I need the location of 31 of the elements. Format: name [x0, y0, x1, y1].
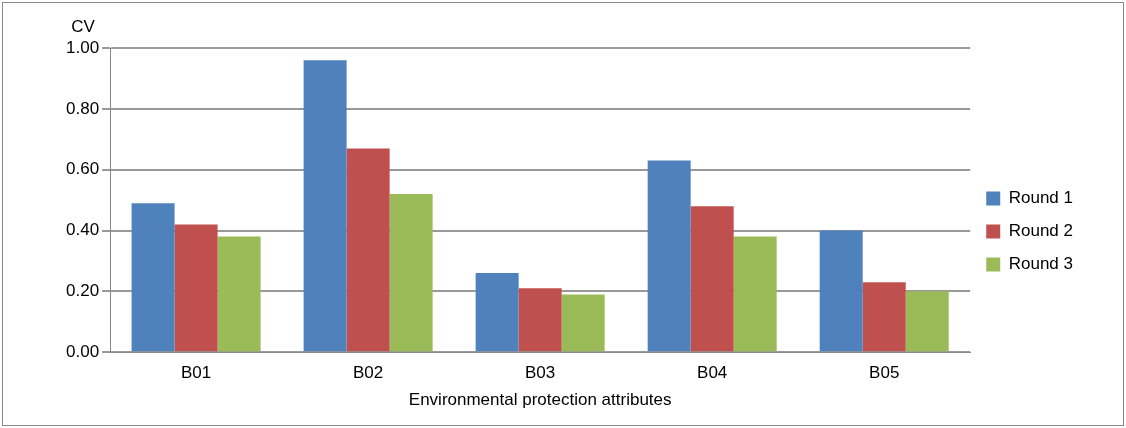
bar [518, 288, 562, 352]
y-tick-label: 0.40 [65, 220, 100, 240]
x-tick-label: B03 [525, 363, 556, 383]
y-tick-label: 0.80 [65, 98, 100, 118]
bar [389, 194, 433, 352]
bar [174, 224, 218, 352]
x-tick-label: B05 [869, 363, 900, 383]
bar [475, 273, 519, 352]
y-tick-label: 0.00 [65, 341, 100, 361]
legend-label: Round 3 [1008, 254, 1074, 274]
legend-label: Round 2 [1008, 221, 1074, 241]
y-tick-label: 0.60 [65, 159, 100, 179]
y-axis-title: CV [71, 17, 96, 37]
x-tick-label: B02 [353, 363, 384, 383]
bar [733, 236, 777, 352]
bar [217, 236, 261, 352]
y-tick-label: 1.00 [65, 37, 100, 57]
bar [647, 160, 691, 352]
bar [819, 230, 863, 352]
bar [303, 60, 347, 352]
bar [346, 148, 390, 352]
y-tick-label: 0.20 [65, 281, 100, 301]
x-tick-label: B04 [697, 363, 728, 383]
bar [561, 294, 605, 352]
x-tick-label: B01 [180, 363, 212, 383]
bar [690, 206, 734, 352]
x-axis-title: Environmental protection attributes [408, 390, 672, 410]
bar [862, 282, 906, 352]
bar [905, 291, 949, 352]
bar [131, 203, 175, 352]
legend-label: Round 1 [1008, 188, 1074, 208]
